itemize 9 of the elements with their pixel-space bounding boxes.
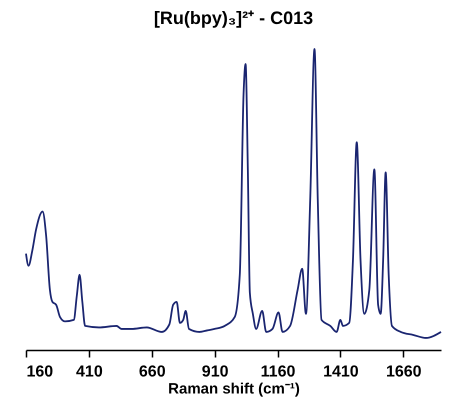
x-tick-label: 1410 — [323, 364, 359, 380]
x-tick-label: 910 — [202, 364, 229, 380]
x-tick-label: 660 — [138, 364, 166, 380]
x-tick-label: 1160 — [260, 364, 296, 380]
x-tick-label: 1660 — [386, 364, 422, 380]
chart-title: [Ru(bpy)₃]²⁺ - C013 — [154, 8, 314, 28]
x-axis-title: Raman shift (cm⁻¹) — [168, 380, 300, 398]
x-tick-label: 160 — [26, 364, 54, 380]
x-tick-label: 410 — [76, 364, 103, 380]
